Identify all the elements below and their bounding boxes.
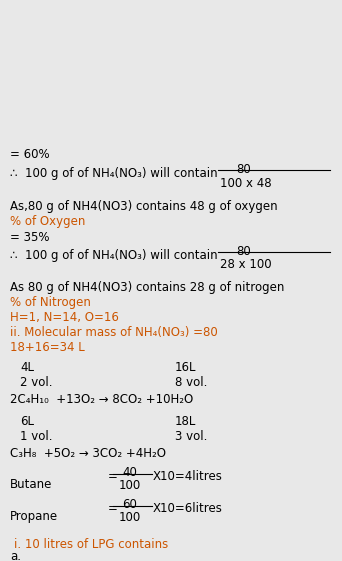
Text: 100 x 48: 100 x 48 <box>220 177 272 190</box>
Text: 18+16=34 L: 18+16=34 L <box>10 341 85 354</box>
Text: = 35%: = 35% <box>10 231 50 244</box>
Text: 6L: 6L <box>20 415 34 428</box>
Text: 100: 100 <box>119 511 141 524</box>
Text: % of Nitrogen: % of Nitrogen <box>10 296 91 309</box>
Text: 4L: 4L <box>20 361 34 374</box>
Text: 2C₄H₁₀  +13O₂ → 8CO₂ +10H₂O: 2C₄H₁₀ +13O₂ → 8CO₂ +10H₂O <box>10 393 193 406</box>
Text: X10=6litres: X10=6litres <box>153 502 223 515</box>
Text: 8 vol.: 8 vol. <box>175 376 207 389</box>
Text: H=1, N=14, O=16: H=1, N=14, O=16 <box>10 311 119 324</box>
Text: i. 10 litres of LPG contains: i. 10 litres of LPG contains <box>14 538 168 551</box>
Text: 28 x 100: 28 x 100 <box>220 258 272 271</box>
Text: 16L: 16L <box>175 361 197 374</box>
Text: 80: 80 <box>236 163 251 176</box>
Text: ∴  100 g of of NH₄(NO₃) will contain: ∴ 100 g of of NH₄(NO₃) will contain <box>10 249 218 262</box>
Text: a.: a. <box>10 550 21 561</box>
Text: X10=4litres: X10=4litres <box>153 470 223 483</box>
Text: 60: 60 <box>122 498 137 511</box>
Text: As 80 g of NH4(NO3) contains 28 g of nitrogen: As 80 g of NH4(NO3) contains 28 g of nit… <box>10 281 285 294</box>
Text: Propane: Propane <box>10 510 58 523</box>
Text: 80: 80 <box>236 245 251 258</box>
Text: C₃H₈  +5O₂ → 3CO₂ +4H₂O: C₃H₈ +5O₂ → 3CO₂ +4H₂O <box>10 447 166 460</box>
Text: Butane: Butane <box>10 478 52 491</box>
Text: % of Oxygen: % of Oxygen <box>10 215 86 228</box>
Text: 2 vol.: 2 vol. <box>20 376 53 389</box>
Text: =: = <box>108 470 122 483</box>
Text: 100: 100 <box>119 479 141 492</box>
Text: 18L: 18L <box>175 415 196 428</box>
Text: 40: 40 <box>122 466 137 479</box>
Text: 1 vol.: 1 vol. <box>20 430 53 443</box>
Text: As,80 g of NH4(NO3) contains 48 g of oxygen: As,80 g of NH4(NO3) contains 48 g of oxy… <box>10 200 278 213</box>
Text: 3 vol.: 3 vol. <box>175 430 207 443</box>
Text: ii. Molecular mass of NH₄(NO₃) =80: ii. Molecular mass of NH₄(NO₃) =80 <box>10 326 218 339</box>
Text: = 60%: = 60% <box>10 148 50 161</box>
Text: ∴  100 g of of NH₄(NO₃) will contain: ∴ 100 g of of NH₄(NO₃) will contain <box>10 167 218 180</box>
Text: =: = <box>108 502 122 515</box>
